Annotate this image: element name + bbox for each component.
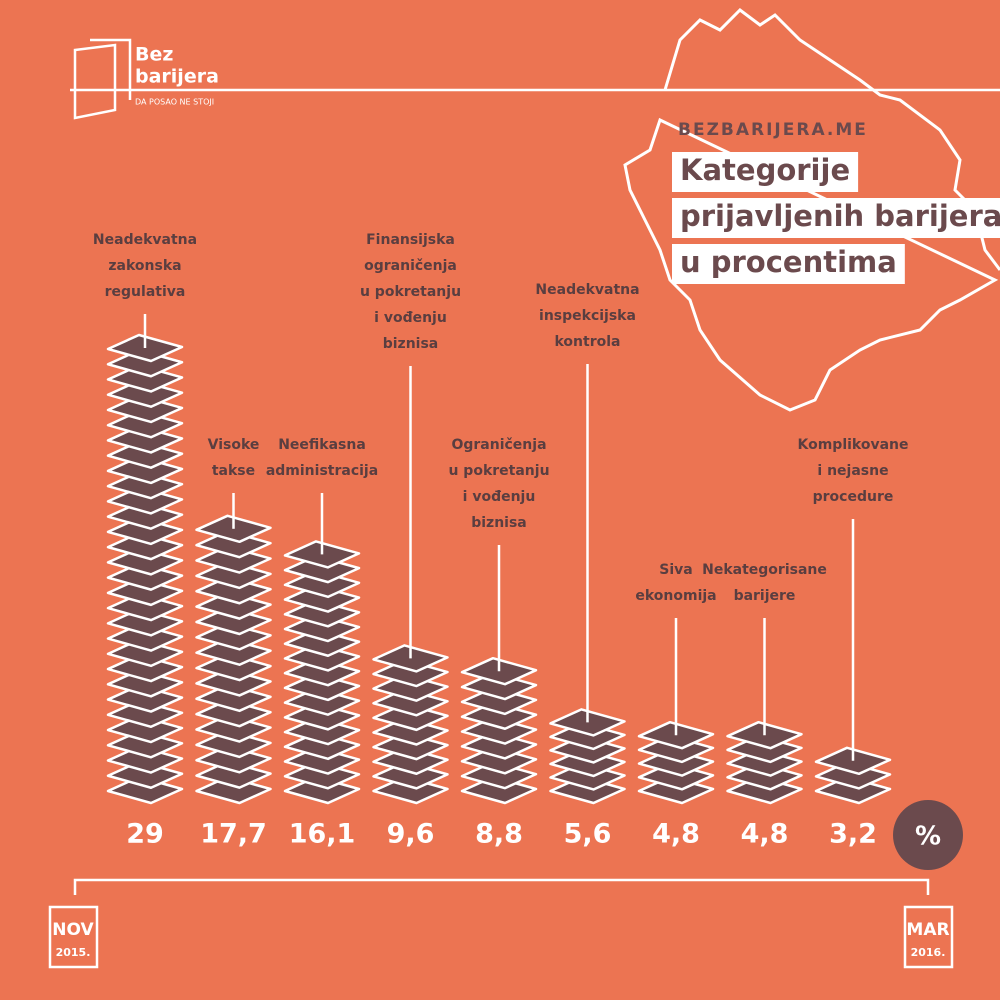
logo-text: Bez: [135, 44, 173, 66]
bar: [460, 656, 538, 805]
category-label: biznisa: [383, 336, 439, 352]
value-label: 17,7: [200, 819, 267, 850]
title-box: [672, 152, 859, 192]
category-label: Neefikasna: [278, 437, 366, 453]
value-label: 16,1: [289, 819, 356, 850]
unit-label: %: [915, 822, 941, 852]
bar: [106, 333, 184, 805]
category-label: ekonomija: [635, 588, 716, 604]
category-label: Finansijska: [366, 232, 455, 248]
bar: [726, 720, 803, 805]
chart-title: u procentima: [680, 245, 897, 279]
calendar-icon: [48, 905, 99, 969]
value-label: 5,6: [564, 819, 612, 850]
category-label: Visoke: [208, 437, 260, 453]
bar: [195, 514, 272, 805]
date-label: MAR: [906, 920, 949, 940]
map-outline: [623, 8, 1000, 412]
category-label: ograničenja: [364, 258, 457, 274]
category-label: i nejasne: [817, 463, 888, 479]
date-label: 2015.: [56, 946, 91, 959]
category-label: regulativa: [105, 284, 186, 300]
title-box: [672, 198, 1000, 238]
category-label: u pokretanju: [448, 463, 549, 479]
logo-tagline: DA POSAO NE STOJI: [135, 98, 214, 107]
value-label: 4,8: [652, 819, 700, 850]
date-label: NOV: [52, 920, 94, 940]
unit-badge: [893, 800, 963, 870]
category-label: inspekcijska: [539, 308, 636, 324]
bar: [283, 540, 361, 805]
category-label: Komplikovane: [797, 437, 908, 453]
chart-title: Kategorije: [680, 153, 850, 187]
category-label: Neadekvatna: [535, 282, 639, 298]
value-label: 9,6: [387, 819, 435, 850]
category-label: procedure: [813, 489, 894, 505]
chart-title: prijavljenih barijera: [680, 199, 1000, 233]
title-box: [672, 244, 905, 284]
category-label: Siva: [659, 562, 692, 578]
value-label: 3,2: [829, 819, 877, 850]
logo-text: barijera: [135, 66, 219, 88]
value-label: 4,8: [741, 819, 789, 850]
bar: [372, 644, 449, 805]
category-label: zakonska: [108, 258, 181, 274]
category-label: Neadekvatna: [93, 232, 197, 248]
category-label: Ograničenja: [451, 437, 546, 453]
category-label: Nekategorisane: [702, 562, 827, 578]
category-label: administracija: [266, 463, 378, 479]
bar: [637, 720, 715, 805]
site-name: BEZBARIJERA.ME: [678, 120, 868, 140]
category-label: takse: [212, 463, 255, 479]
value-label: 29: [126, 819, 164, 850]
category-label: barijere: [734, 588, 796, 604]
category-label: biznisa: [471, 515, 527, 531]
category-label: i vođenju: [463, 489, 536, 505]
date-label: 2016.: [911, 946, 946, 959]
logo-icon: [73, 38, 132, 120]
calendar-icon: [903, 905, 954, 969]
timeline: [73, 878, 930, 895]
category-label: i vođenju: [374, 310, 447, 326]
category-label: u pokretanju: [360, 284, 461, 300]
category-label: kontrola: [555, 334, 621, 350]
value-label: 8,8: [475, 819, 523, 850]
